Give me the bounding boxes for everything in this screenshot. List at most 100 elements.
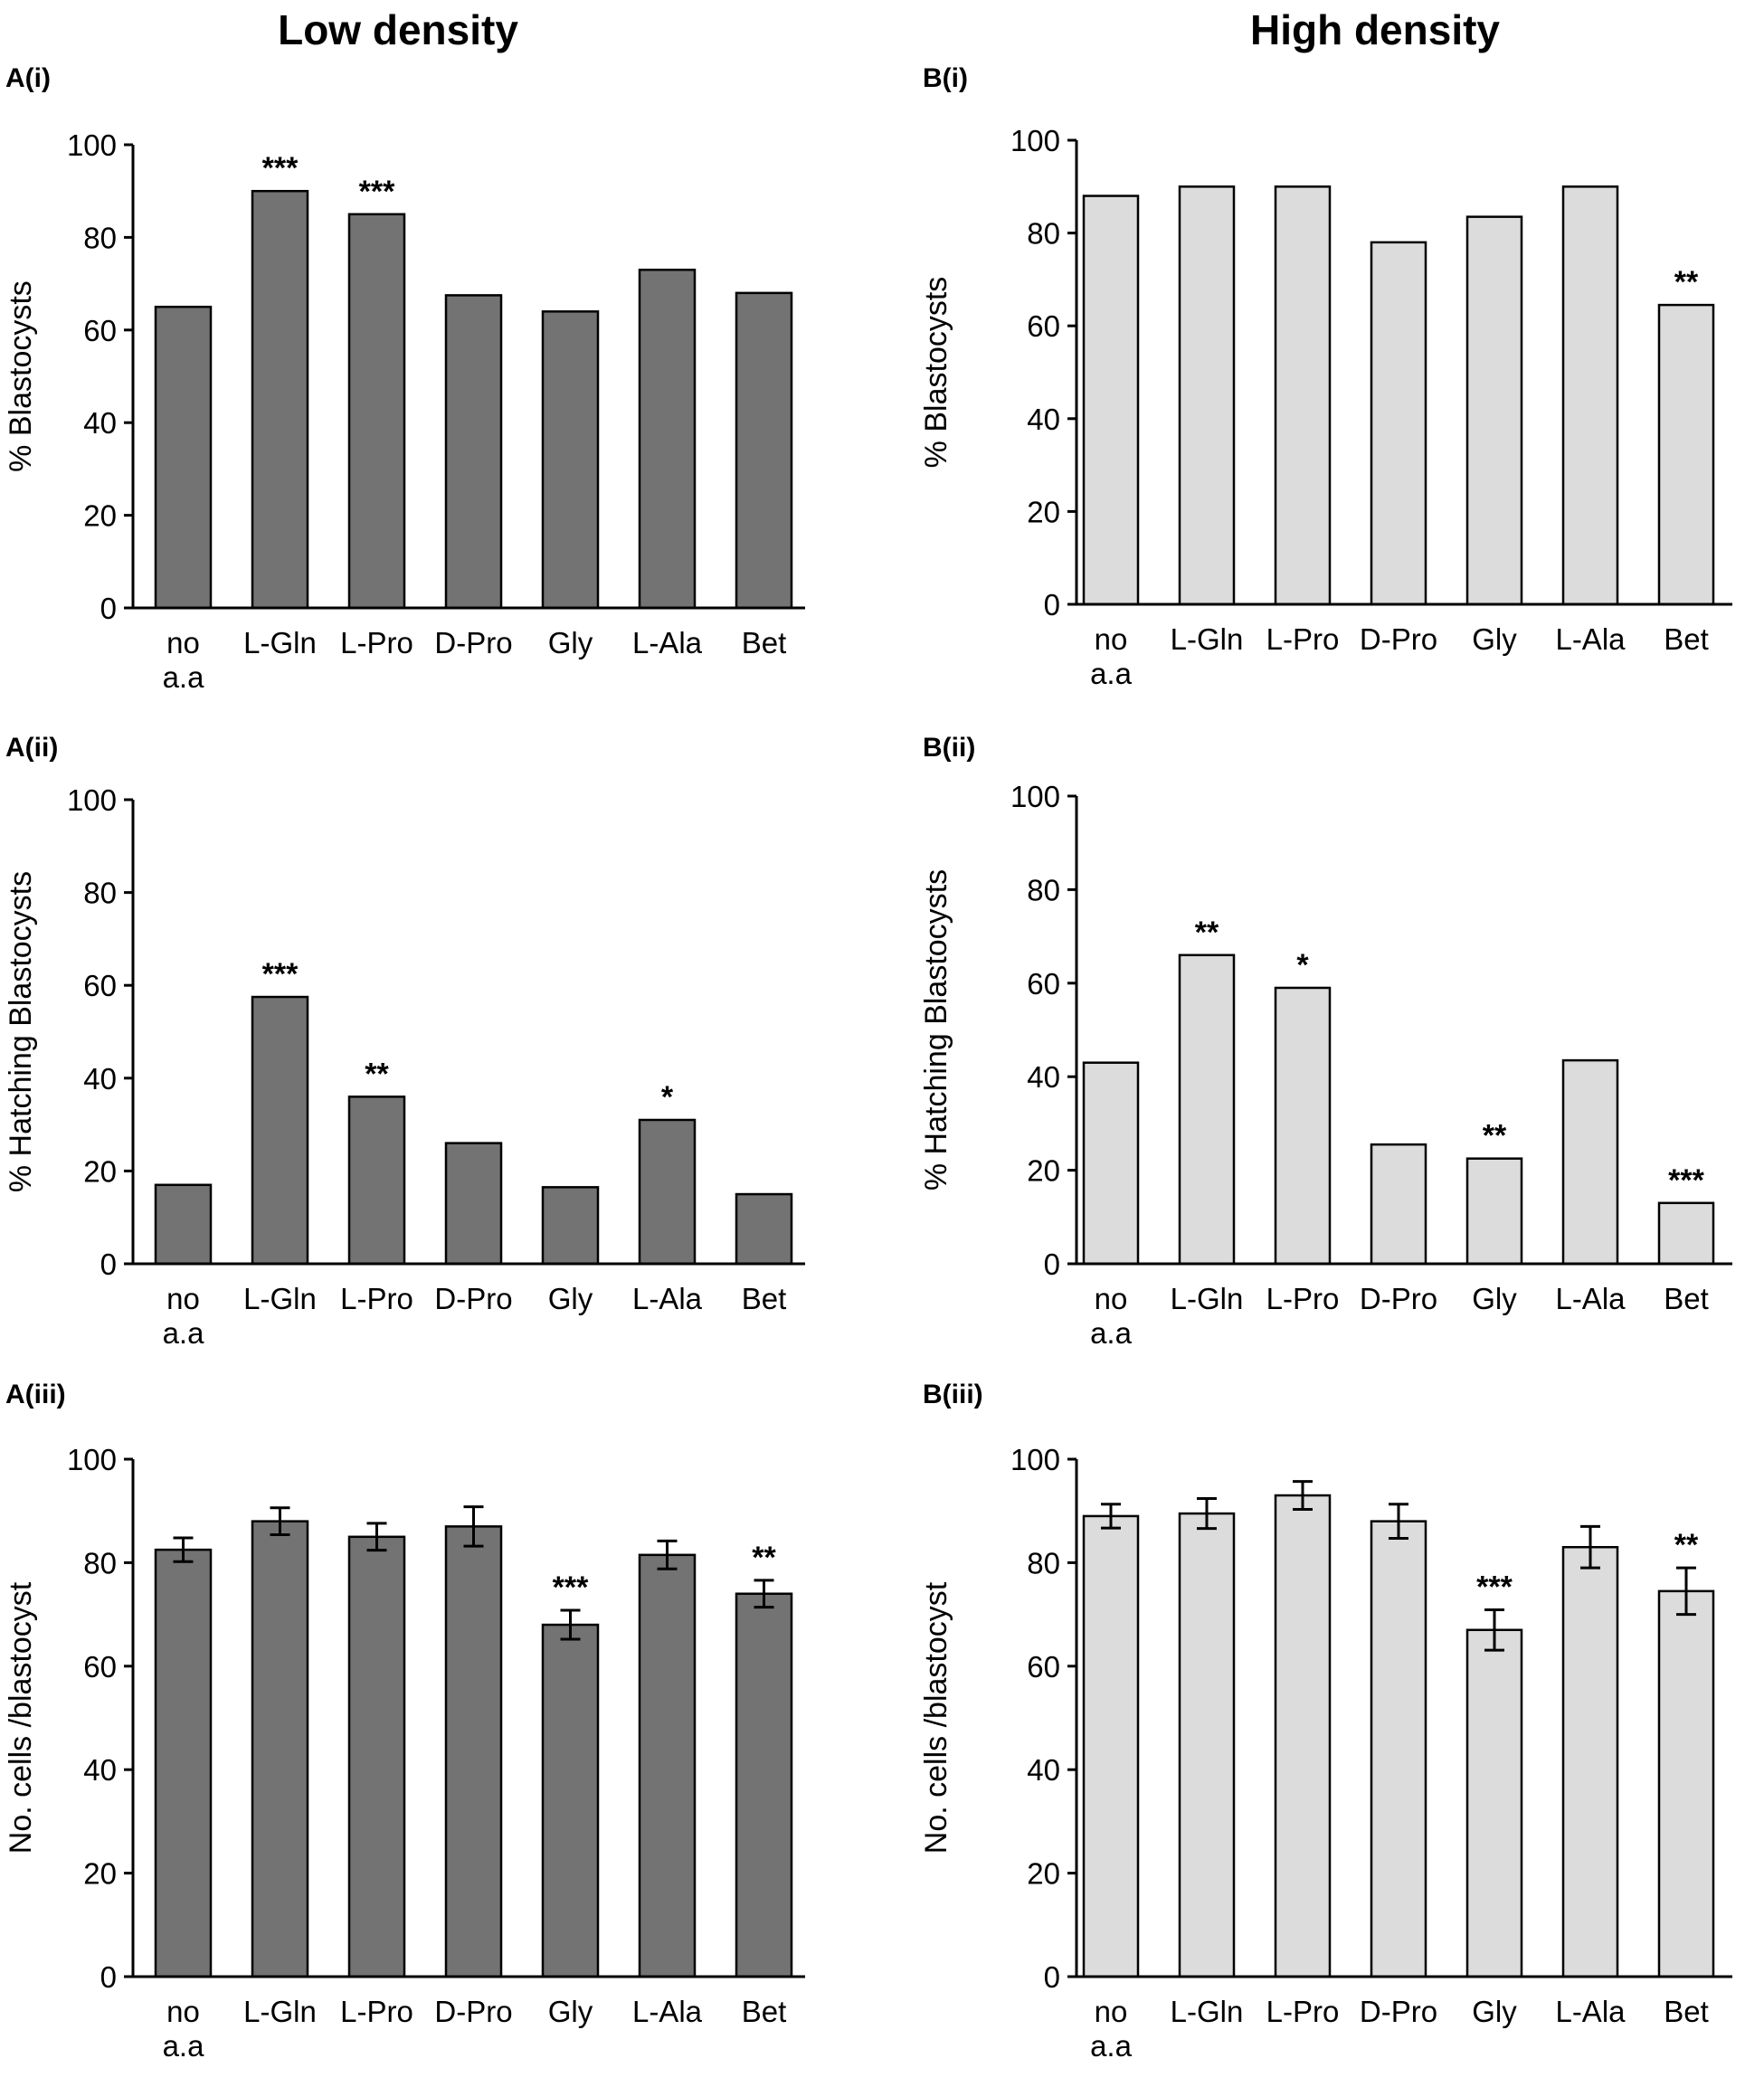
y-tick-label-Bi-40: 40 <box>1027 403 1060 436</box>
bar-Bi-d-pro <box>1370 241 1427 606</box>
x-tick-label-Aiii-1: L-Gln <box>243 1995 317 2028</box>
y-tick-label-Ai-80: 80 <box>83 221 117 254</box>
bar-Bi-no <box>1082 194 1140 606</box>
x-tick-label-Biii-3: D-Pro <box>1360 1995 1437 2028</box>
y-tick-label-Aiii-0: 0 <box>100 1960 117 1994</box>
bar-Aiii-d-pro <box>444 1525 503 1978</box>
bar-Ai-l-gln <box>251 189 309 610</box>
bar-Ai-gly <box>541 310 600 610</box>
x-tick-label-Aii-2: L-Pro <box>340 1282 413 1315</box>
significance-marker-Biii-4: *** <box>1476 1570 1513 1604</box>
bar-Bi-l-ala <box>1561 185 1619 606</box>
x-tick-label-Bi-6: Bet <box>1664 622 1709 656</box>
bar-Bi-l-gln <box>1178 185 1236 606</box>
y-axis-label-Ai: % Blastocysts <box>4 280 38 472</box>
error-bar-Aiii-1 <box>270 1506 290 1537</box>
x-tick-label-Bi-1: L-Gln <box>1171 622 1244 656</box>
significance-marker-Ai-1: *** <box>262 151 299 185</box>
significance-marker-Aii-2: ** <box>365 1057 389 1091</box>
error-bar-Biii-3 <box>1389 1503 1408 1541</box>
x-tick-label-Aii-0: no <box>166 1282 200 1315</box>
y-tick-label-Bii-100: 100 <box>1010 780 1060 813</box>
y-tick-label-Ai-100: 100 <box>67 128 117 162</box>
x-tick-label-Bii-2: L-Pro <box>1266 1282 1340 1315</box>
bar-Biii-l-gln <box>1178 1512 1236 1978</box>
y-tick-label-Bi-80: 80 <box>1027 217 1060 251</box>
significance-marker-Biii-6: ** <box>1674 1528 1699 1562</box>
y-tick-label-Aiii-80: 80 <box>83 1546 117 1579</box>
bar-Aiii-gly <box>541 1623 600 1978</box>
error-bar-Aiii-2 <box>366 1522 387 1552</box>
high-density-column-title: High density <box>1249 6 1501 53</box>
x-tick-label-Bii-0: no <box>1095 1282 1128 1315</box>
error-bar-Biii-5 <box>1580 1524 1600 1570</box>
bar-Bi-l-pro <box>1274 185 1332 606</box>
chart-Ai: *** *** 0 20 40 60 80 100 % Blastocysts noa.a L-Gl… <box>4 128 805 694</box>
x-tick-label-Bii-6: Bet <box>1664 1282 1709 1315</box>
error-bar-Aiii-0 <box>173 1536 194 1563</box>
bar-Bi-gly <box>1465 215 1523 606</box>
x-tick-label-Bii-4: Gly <box>1472 1282 1517 1315</box>
chart-Bi: ** 0 20 40 60 80 100 % Blastocysts noa.a L-Gln L-P… <box>919 124 1732 690</box>
significance-marker-Bii-4: ** <box>1483 1119 1507 1153</box>
y-axis-label-Aiii: No. cells /blastocyst <box>4 1581 38 1854</box>
y-axis-label-Aii: % Hatching Blastocysts <box>4 871 38 1192</box>
x-tick-label-Aiii-3: D-Pro <box>434 1995 512 2028</box>
bar-Ai-d-pro <box>444 294 503 610</box>
y-tick-label-Ai-60: 60 <box>83 314 117 347</box>
y-tick-label-Aiii-100: 100 <box>67 1443 117 1476</box>
y-tick-label-Ai-0: 0 <box>100 592 117 625</box>
x-tick-label-Aiii-2: L-Pro <box>340 1995 413 2028</box>
x-tick-label-Biii-0: no <box>1095 1995 1128 2028</box>
panel-label-a-i: A(i) <box>5 63 51 93</box>
x-tick-label-Bi-2: L-Pro <box>1266 622 1340 656</box>
bar-Aii-l-gln <box>251 995 309 1266</box>
y-tick-label-Aiii-20: 20 <box>83 1857 117 1891</box>
x-tick-sublabel-Bi-0: a.a <box>1090 657 1133 690</box>
bar-Bii-l-pro <box>1274 986 1332 1266</box>
bar-Biii-gly <box>1465 1628 1523 1978</box>
y-tick-label-Aii-0: 0 <box>100 1247 117 1281</box>
bar-Ai-l-pro <box>347 213 406 610</box>
significance-marker-Bii-2: * <box>1296 948 1309 982</box>
error-bar-Biii-1 <box>1197 1496 1217 1531</box>
x-tick-label-Bii-5: L-Ala <box>1555 1282 1626 1315</box>
error-bar-Biii-2 <box>1293 1480 1313 1511</box>
x-tick-label-Aii-4: Gly <box>548 1282 593 1315</box>
y-tick-label-Biii-60: 60 <box>1027 1650 1060 1684</box>
bar-Aii-no <box>154 1183 213 1266</box>
bar-Aiii-l-gln <box>251 1520 309 1978</box>
bar-Aii-l-pro <box>347 1096 406 1266</box>
y-tick-label-Aii-40: 40 <box>83 1062 117 1096</box>
error-bar-Aiii-3 <box>463 1505 484 1548</box>
bar-Bi-bet <box>1657 303 1715 606</box>
bar-Bii-l-gln <box>1178 953 1236 1266</box>
significance-marker-Ai-2: *** <box>359 175 395 209</box>
bar-Aiii-l-ala <box>638 1553 697 1978</box>
y-axis-label-Bii: % Hatching Blastocysts <box>919 869 953 1191</box>
x-tick-label-Biii-2: L-Pro <box>1266 1995 1340 2028</box>
y-tick-label-Aii-60: 60 <box>83 969 117 1002</box>
x-tick-label-Bi-0: no <box>1095 622 1128 656</box>
bar-Bii-bet <box>1657 1201 1715 1266</box>
significance-marker-Bii-6: *** <box>1668 1163 1704 1198</box>
x-tick-label-Bi-3: D-Pro <box>1360 622 1437 656</box>
significance-marker-Bi-6: ** <box>1674 265 1699 299</box>
panel-label-b-i: B(i) <box>923 63 968 93</box>
y-axis-label-Bi: % Blastocysts <box>919 277 953 469</box>
x-tick-sublabel-Bii-0: a.a <box>1090 1316 1133 1350</box>
y-tick-label-Biii-80: 80 <box>1027 1546 1060 1579</box>
panel-label-b-iii: B(iii) <box>923 1380 983 1409</box>
panel-label-b-ii: B(ii) <box>923 733 976 763</box>
error-bar-Biii-6 <box>1676 1566 1696 1617</box>
bar-Ai-bet <box>735 291 793 610</box>
y-tick-label-Bii-60: 60 <box>1027 967 1060 1001</box>
significance-marker-Aiii-4: *** <box>553 1570 589 1605</box>
x-tick-label-Biii-1: L-Gln <box>1171 1995 1244 2028</box>
error-bar-Biii-4 <box>1484 1608 1504 1652</box>
significance-marker-Aiii-6: ** <box>752 1541 776 1575</box>
error-bar-Aiii-6 <box>754 1579 774 1609</box>
bar-Bii-gly <box>1465 1157 1523 1266</box>
